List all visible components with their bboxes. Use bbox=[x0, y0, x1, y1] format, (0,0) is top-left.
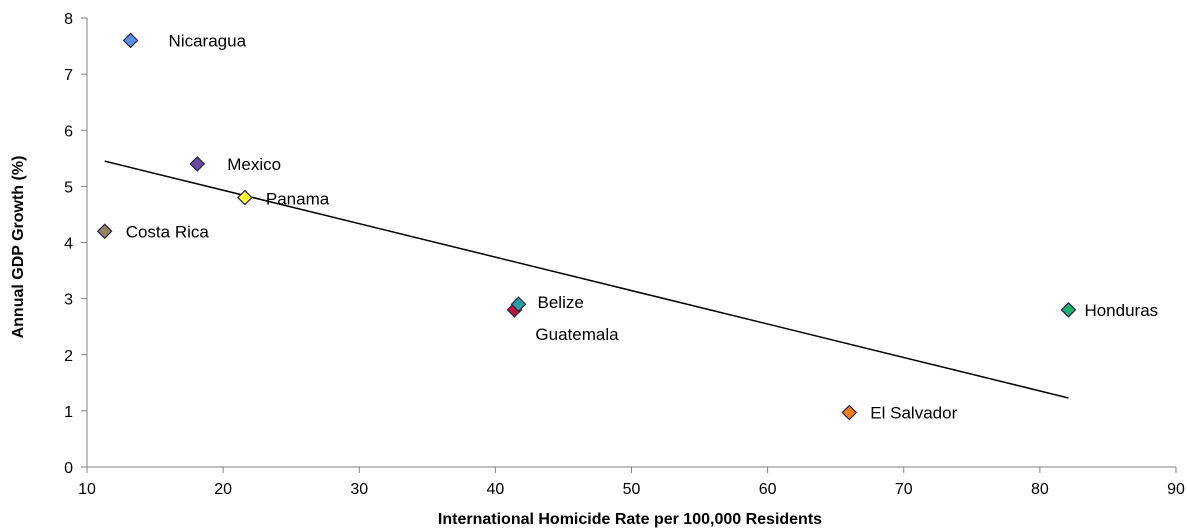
x-tick-label: 60 bbox=[759, 481, 777, 498]
point-label: El Salvador bbox=[870, 404, 957, 423]
x-tick-label: 20 bbox=[214, 481, 232, 498]
point-label: Nicaragua bbox=[169, 31, 247, 50]
axes: 0 1 2 3 4 5 6 7 8 10 20 30 40 50 60 70 80 90 bbox=[64, 11, 1185, 498]
y-tick-label: 6 bbox=[64, 123, 73, 140]
point-label: Honduras bbox=[1084, 301, 1158, 320]
y-tick-label: 7 bbox=[64, 67, 73, 84]
x-tick-label: 70 bbox=[895, 481, 913, 498]
data-point bbox=[1060, 302, 1077, 318]
x-tick-label: 40 bbox=[486, 481, 504, 498]
data-point bbox=[189, 156, 206, 172]
data-point bbox=[122, 32, 139, 49]
trendline bbox=[104, 160, 1069, 399]
point-label: Belize bbox=[538, 293, 584, 312]
x-tick-label: 50 bbox=[623, 481, 641, 498]
y-tick-label: 4 bbox=[64, 236, 73, 253]
x-tick-label: 90 bbox=[1167, 481, 1185, 498]
x-axis-title: International Homicide Rate per 100,000 … bbox=[438, 511, 822, 528]
y-tick-label: 0 bbox=[64, 460, 73, 477]
x-tick-label: 10 bbox=[78, 481, 96, 498]
x-tick-label: 80 bbox=[1031, 481, 1049, 498]
y-tick-label: 3 bbox=[64, 292, 73, 309]
point-label: Mexico bbox=[227, 155, 281, 174]
data-point bbox=[510, 296, 527, 313]
point-label: Panama bbox=[266, 190, 330, 209]
data-point bbox=[841, 404, 858, 421]
trendline-group bbox=[104, 160, 1069, 399]
y-tick-label: 5 bbox=[64, 179, 73, 196]
y-tick-label: 1 bbox=[64, 404, 73, 421]
y-tick-label: 2 bbox=[64, 348, 73, 365]
point-labels: Nicaragua Mexico Panama Costa Rica Guatemala… bbox=[126, 31, 1158, 422]
y-axis-title: Annual GDP Growth (%) bbox=[10, 156, 27, 339]
data-point bbox=[96, 223, 113, 240]
point-label: Guatemala bbox=[535, 325, 619, 344]
data-point bbox=[237, 189, 253, 206]
point-label: Costa Rica bbox=[126, 222, 210, 241]
data-points bbox=[96, 32, 1077, 421]
y-tick-label: 8 bbox=[64, 11, 73, 28]
x-tick-label: 30 bbox=[350, 481, 368, 498]
